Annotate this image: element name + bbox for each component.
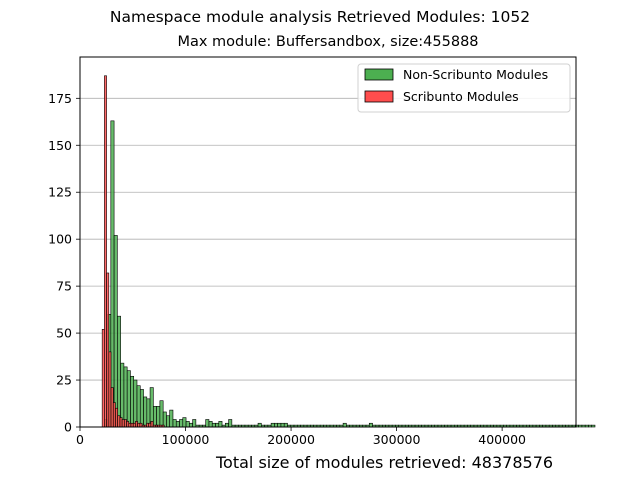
histogram-bar <box>112 402 116 428</box>
y-tick-label: 100 <box>48 232 72 247</box>
histogram-bar <box>368 422 373 428</box>
histogram-bar <box>136 385 141 428</box>
histogram-bar <box>588 424 593 428</box>
histogram-bar <box>137 422 141 428</box>
histogram-bar <box>146 422 150 428</box>
y-tick-label: 50 <box>56 326 72 341</box>
histogram-bar <box>106 272 110 428</box>
legend-swatch-non-scribunto <box>364 68 394 81</box>
histogram-bar <box>115 407 118 428</box>
histogram-bar <box>175 421 180 428</box>
histogram-bar <box>132 422 136 428</box>
chart-suptitle: Namespace module analysis Retrieved Modu… <box>109 8 531 26</box>
y-tick-label: 0 <box>64 420 72 435</box>
histogram-bar <box>133 379 138 428</box>
histogram-bar <box>117 415 121 428</box>
histogram-bar <box>257 422 262 428</box>
legend-swatch-scribunto <box>364 90 394 103</box>
histogram-bar <box>146 398 151 428</box>
histogram-bar <box>153 406 157 428</box>
histogram-bar <box>130 375 135 428</box>
histogram-bar <box>110 387 114 428</box>
histogram-bar <box>179 419 184 428</box>
histogram-bar <box>139 389 144 428</box>
histogram-bar <box>225 422 229 428</box>
histogram-bar <box>211 422 216 428</box>
y-tick-label: 25 <box>56 373 72 388</box>
histogram-bar <box>581 424 586 428</box>
histogram-bar <box>126 421 130 428</box>
legend-label-non-scribunto: Non-Scribunto Modules <box>403 67 548 82</box>
legend-label-scribunto: Scribunto Modules <box>403 89 519 104</box>
histogram-bar <box>584 424 589 428</box>
histogram-bar <box>126 370 131 428</box>
chart-subtitle: Max module: Buffersandbox, size:455888 <box>177 34 479 50</box>
histogram-bar <box>124 419 127 428</box>
histogram-bar <box>208 421 213 428</box>
histogram-bar <box>228 419 233 428</box>
histogram-bar <box>128 422 132 428</box>
histogram-bar <box>135 421 138 428</box>
y-axis: 0 25 50 75 100 125 150 175 <box>48 91 80 435</box>
histogram-bar <box>185 421 190 428</box>
histogram-bar <box>342 422 347 428</box>
histogram-bar <box>182 417 187 428</box>
histogram-bar <box>123 366 128 428</box>
y-tick-label: 75 <box>56 279 72 294</box>
plot-frame <box>79 56 577 428</box>
legend: Non-Scribunto Modules Scribunto Modules <box>357 63 571 113</box>
histogram-bar <box>101 329 105 428</box>
histogram-bar <box>162 411 167 428</box>
histogram-bar <box>205 419 210 428</box>
x-tick-label: 200000 <box>267 432 315 447</box>
histogram-bar <box>189 422 193 428</box>
histogram-bar <box>108 351 112 428</box>
histogram-bar <box>578 424 583 428</box>
histogram-bar <box>121 419 125 428</box>
histogram-bar <box>218 421 223 428</box>
histogram-bar <box>150 421 154 428</box>
histogram-bar <box>169 409 174 428</box>
x-tick-label: 100000 <box>162 432 210 447</box>
histogram-bar <box>172 419 177 428</box>
x-tick-label: 300000 <box>373 432 421 447</box>
histogram-bar <box>156 406 161 428</box>
x-tick-label: 400000 <box>478 432 526 447</box>
grid-lines <box>80 97 576 381</box>
histogram-bar <box>119 417 123 428</box>
histogram-bar <box>280 422 285 428</box>
histogram-bar <box>104 75 107 428</box>
legend-box <box>357 63 571 113</box>
histogram-bar <box>143 396 148 428</box>
histogram-bar <box>192 419 197 428</box>
histogram-bar <box>270 422 275 428</box>
histogram-bar <box>274 422 278 428</box>
y-tick-label: 125 <box>48 185 72 200</box>
histogram-bar <box>113 235 118 428</box>
histogram-bar <box>283 422 288 428</box>
y-tick-label: 150 <box>48 138 72 153</box>
histogram-bar <box>215 422 220 428</box>
histogram-bar <box>159 400 164 428</box>
histogram-bar <box>148 422 152 428</box>
histogram-bar <box>591 424 596 428</box>
histogram-bar <box>130 422 134 428</box>
total-size-footer: Total size of modules retrieved: 4837857… <box>216 453 554 472</box>
histogram-bar <box>277 422 282 428</box>
x-tick-label: 0 <box>76 432 84 447</box>
series-non-scribunto-bars <box>103 120 596 428</box>
histogram-bar <box>139 422 143 428</box>
series-scribunto-bars <box>101 75 165 428</box>
x-axis: 0 100000 200000 300000 400000 <box>76 427 526 447</box>
histogram-bar <box>166 415 171 428</box>
y-tick-label: 175 <box>48 91 72 106</box>
